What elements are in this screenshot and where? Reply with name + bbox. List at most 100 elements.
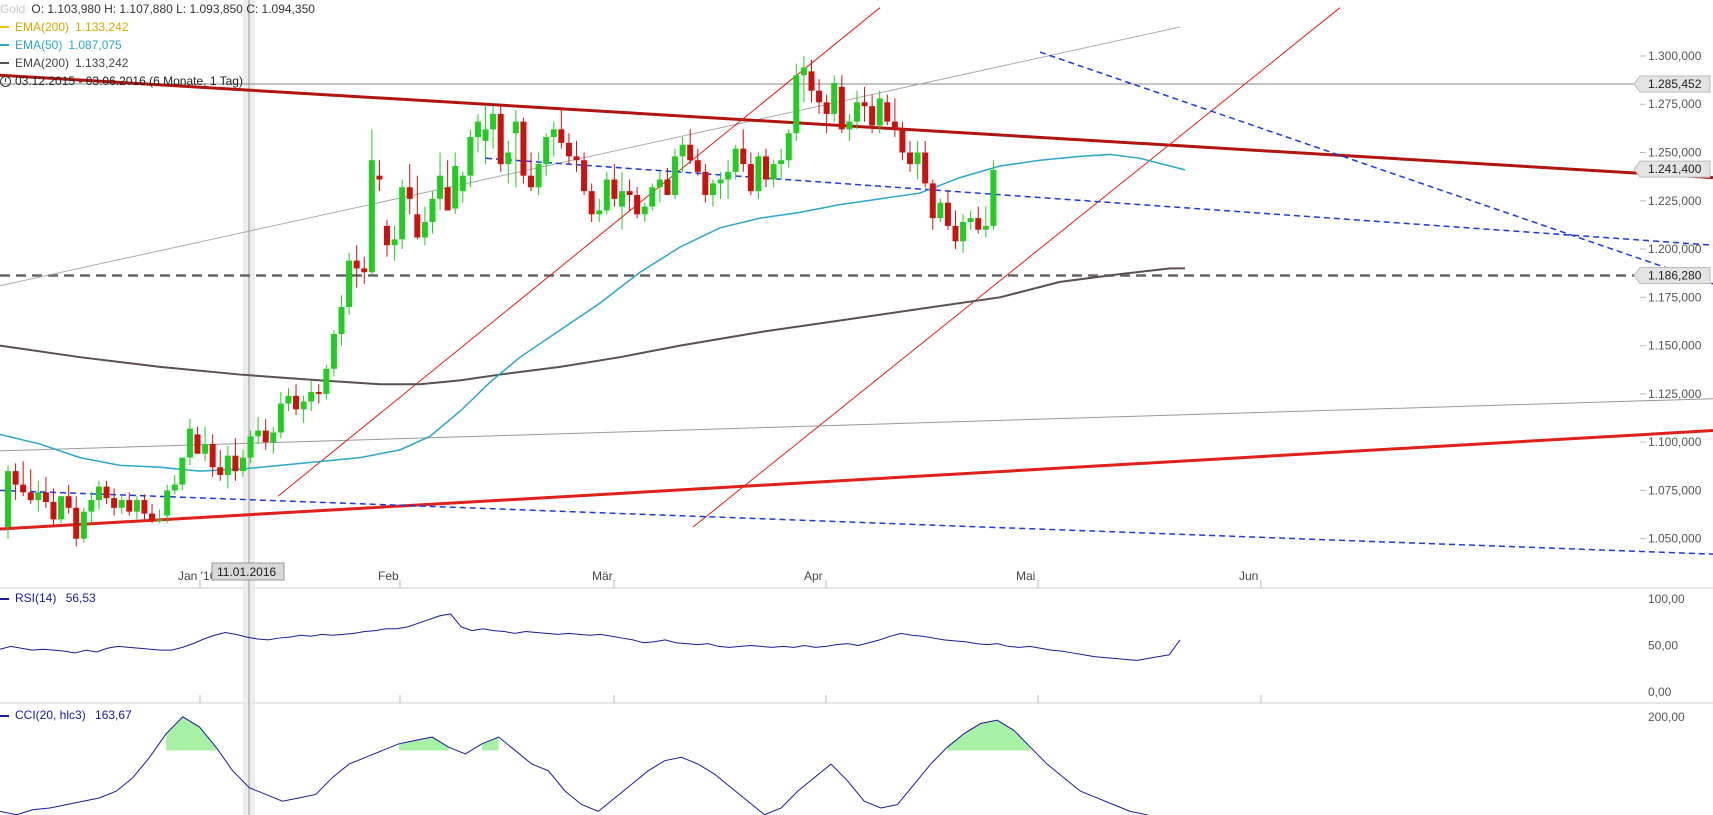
candle-body xyxy=(664,179,671,195)
range-row: 03.12.2015 - 03.06.2016 (6 Monate, 1 Tag… xyxy=(0,72,315,90)
candle-body xyxy=(429,198,436,223)
candle-body xyxy=(12,471,19,485)
price-tick-label: 1.275,000 xyxy=(1648,97,1702,111)
month-label-5: Jun xyxy=(1239,569,1258,583)
cci-label[interactable]: CCI(20, hlc3) 163,67 xyxy=(0,708,132,722)
candle-body xyxy=(285,395,292,404)
ema200-gold-label: EMA(200) xyxy=(15,20,70,34)
candle-body xyxy=(42,492,49,503)
candle-body xyxy=(194,434,201,454)
candle-body xyxy=(262,430,269,443)
candle-body xyxy=(437,175,444,199)
crosshair-date-label: 11.01.2016 xyxy=(217,565,276,579)
trend-red-support xyxy=(0,429,1713,531)
ema200-gold-value: 1.133,242 xyxy=(75,20,129,34)
candle-body xyxy=(270,432,277,443)
candle-body xyxy=(672,156,679,195)
crosshair-date-tag xyxy=(211,562,285,581)
candle-body xyxy=(618,191,625,207)
candle-body xyxy=(361,268,368,273)
ema200-gray-value: 1.133,242 xyxy=(75,56,129,70)
price-marker-label: 1.241,400 xyxy=(1648,162,1702,176)
candle-body xyxy=(793,75,800,134)
candle-body xyxy=(459,175,466,192)
candle-body xyxy=(944,202,951,226)
trend-blue-mid xyxy=(485,157,1713,246)
rsi-label[interactable]: RSI(14) 56,53 xyxy=(0,591,96,605)
candle-body xyxy=(838,86,845,130)
candle-body xyxy=(95,486,102,501)
candle-body xyxy=(687,144,694,161)
candle-body xyxy=(232,455,239,472)
legend-ema50[interactable]: EMA(50) 1.087,075 xyxy=(0,36,315,54)
candle-body xyxy=(747,164,754,192)
ema50-label: EMA(50) xyxy=(15,38,63,52)
candle-body xyxy=(581,160,588,192)
candle-body xyxy=(611,179,618,199)
price-tick-label: 1.175,000 xyxy=(1648,290,1702,304)
candle-body xyxy=(452,166,459,209)
candle-body xyxy=(330,334,337,369)
cci-swatch xyxy=(0,714,9,717)
cci-overbought-fill xyxy=(481,737,499,751)
price-tick-label: 1.250,000 xyxy=(1648,146,1702,160)
candle-body xyxy=(967,218,974,223)
trend-red-channel-2 xyxy=(692,7,1341,528)
candle-body xyxy=(384,225,390,246)
cci-overbought-fill xyxy=(398,737,449,751)
candle-body xyxy=(88,500,95,512)
candle-body xyxy=(80,511,87,539)
candle-body xyxy=(520,121,527,176)
candle-body xyxy=(164,490,171,516)
price-marker: 1.241,400 xyxy=(1633,160,1711,178)
candle-body xyxy=(550,129,557,138)
price-marker: 1.285,452 xyxy=(1633,75,1711,93)
candle-body xyxy=(626,191,633,195)
cci-overbought-fill xyxy=(166,716,217,751)
ema50-swatch xyxy=(0,44,9,46)
legend-ema200-gray[interactable]: EMA(200) 1.133,242 xyxy=(0,54,315,72)
price-marker-label: 1.186,280 xyxy=(1648,269,1702,283)
candle-body xyxy=(5,471,11,528)
candle-body xyxy=(171,484,178,491)
price-marker-tag xyxy=(1633,267,1711,285)
candle-body xyxy=(573,156,580,161)
candle-body xyxy=(785,133,792,161)
candle-body xyxy=(596,210,603,215)
ema200-gray-label: EMA(200) xyxy=(15,56,70,70)
legend-ema200-gold[interactable]: EMA(200) 1.133,242 xyxy=(0,18,315,36)
candle-body xyxy=(641,206,648,215)
candle-body xyxy=(497,113,504,165)
candle-body xyxy=(512,121,519,134)
ohlc-values: O: 1.103,980 H: 1.107,880 L: 1.093,850 C… xyxy=(31,2,315,16)
candle-body xyxy=(816,90,823,103)
candle-body xyxy=(763,156,769,180)
rsi-tick-label: 0,00 xyxy=(1648,685,1672,699)
candle-body xyxy=(353,260,360,269)
rsi-line xyxy=(0,613,1181,661)
candle-body xyxy=(634,194,641,215)
candle-body xyxy=(467,137,474,176)
candle-body xyxy=(490,113,497,130)
price-tick-label: 1.100,000 xyxy=(1648,435,1702,449)
month-label-1: Feb xyxy=(378,569,399,583)
candle-body xyxy=(679,144,686,157)
trend-red-channel-1 xyxy=(277,7,881,497)
candle-body xyxy=(656,179,663,188)
candle-body xyxy=(338,306,345,335)
candle-body xyxy=(255,430,262,437)
candle-body xyxy=(406,187,413,199)
candle-body xyxy=(891,121,898,130)
candle-body xyxy=(884,102,891,122)
cci-value: 163,67 xyxy=(95,708,132,722)
candle-body xyxy=(846,121,853,130)
trend-blue-lower xyxy=(0,489,1713,555)
candle-body xyxy=(209,444,216,468)
ema200-gold-swatch xyxy=(0,26,9,28)
trend-gray-upper xyxy=(0,26,1181,287)
candle-body xyxy=(588,191,595,215)
candle-body xyxy=(247,436,254,458)
candle-body xyxy=(376,175,383,180)
month-label-4: Mai xyxy=(1016,569,1035,583)
price-tick-label: 1.225,000 xyxy=(1648,194,1702,208)
